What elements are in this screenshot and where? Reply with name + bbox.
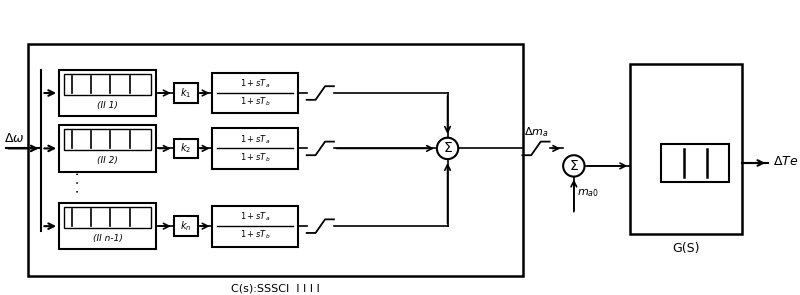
Text: $\Delta\omega$: $\Delta\omega$: [4, 132, 24, 145]
Bar: [64, 129, 151, 150]
Text: $\Sigma$: $\Sigma$: [569, 159, 578, 173]
Text: $1+sT_b$: $1+sT_b$: [240, 96, 270, 108]
Bar: [213, 206, 298, 247]
Bar: [174, 83, 198, 103]
Bar: [59, 203, 156, 250]
Text: (ΙΙ n-1): (ΙΙ n-1): [93, 234, 122, 243]
Bar: [174, 217, 198, 236]
Bar: [662, 144, 730, 182]
Text: (ΙΙ 2): (ΙΙ 2): [97, 156, 118, 165]
Bar: [64, 73, 151, 95]
Text: $1+sT_b$: $1+sT_b$: [240, 229, 270, 241]
Text: C(s):SSSCI  Ι Ι Ι Ι: C(s):SSSCI Ι Ι Ι Ι: [231, 283, 320, 294]
Bar: [59, 70, 156, 116]
Text: $1+sT_a$: $1+sT_a$: [240, 133, 270, 146]
Text: G(S): G(S): [672, 242, 700, 255]
Text: $1+sT_a$: $1+sT_a$: [240, 78, 270, 90]
Bar: [28, 45, 523, 276]
Bar: [174, 139, 198, 158]
Text: $m_{a0}$: $m_{a0}$: [577, 187, 598, 199]
Circle shape: [437, 138, 458, 159]
Text: $\Delta m_a$: $\Delta m_a$: [524, 125, 549, 139]
Bar: [59, 125, 156, 172]
Text: $k_n$: $k_n$: [180, 219, 191, 233]
Bar: [630, 64, 742, 234]
Text: $1+sT_a$: $1+sT_a$: [240, 211, 270, 223]
Text: $k_1$: $k_1$: [180, 86, 191, 100]
Text: (ΙΙ 1): (ΙΙ 1): [97, 101, 118, 110]
Bar: [64, 207, 151, 228]
Bar: [213, 73, 298, 113]
Text: $1+sT_b$: $1+sT_b$: [240, 151, 270, 164]
Text: $\Delta Te$: $\Delta Te$: [773, 155, 798, 168]
Circle shape: [563, 155, 585, 177]
Bar: [213, 128, 298, 169]
Text: $k_2$: $k_2$: [180, 142, 191, 155]
Text: . . .: . . .: [69, 171, 82, 193]
Text: $\Sigma$: $\Sigma$: [442, 141, 453, 155]
